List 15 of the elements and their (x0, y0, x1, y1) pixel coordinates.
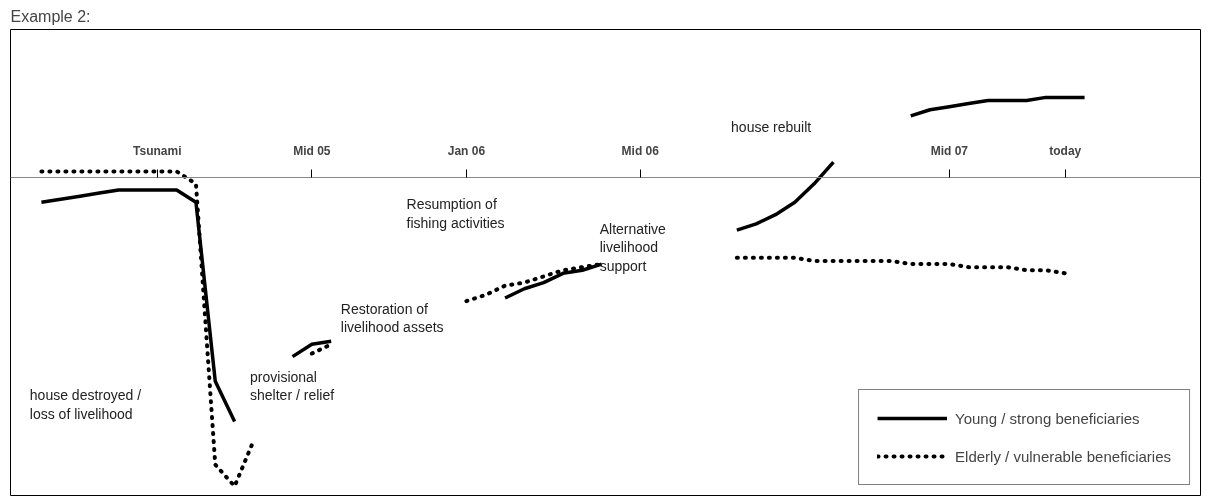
x-tick-label: Mid 07 (930, 143, 969, 158)
chart-title: Example 2: (10, 7, 91, 25)
x-tick-label: Mid 05 (293, 143, 331, 158)
annotation: house destroyed / loss of livelihood (29, 387, 142, 422)
x-tick-label: Mid 06 (621, 143, 660, 158)
annotation: Restoration of livelihood assets (340, 301, 444, 336)
annotation: house rebuilt (731, 119, 812, 135)
annotation: Alternative livelihood support (599, 220, 667, 274)
annotation: provisional shelter / relief (250, 368, 335, 404)
x-tick-label: Jan 06 (447, 143, 486, 158)
legend-label: Young / strong beneficiaries (955, 409, 1140, 427)
annotation: Resumption of fishing activities (406, 196, 505, 231)
x-tick-label: Tsunami (133, 143, 182, 158)
x-tick-label: today (1049, 143, 1082, 158)
legend-label: Elderly / vulnerable beneficiaries (955, 447, 1171, 465)
